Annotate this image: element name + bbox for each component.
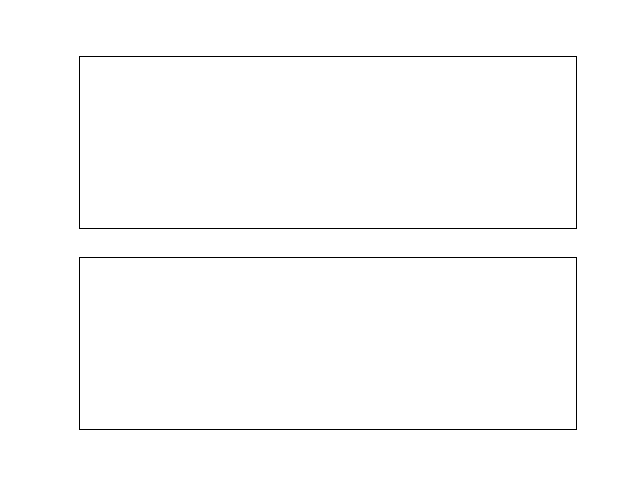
drift-plot-canvas xyxy=(80,258,576,429)
offset-plot-canvas xyxy=(80,57,576,228)
